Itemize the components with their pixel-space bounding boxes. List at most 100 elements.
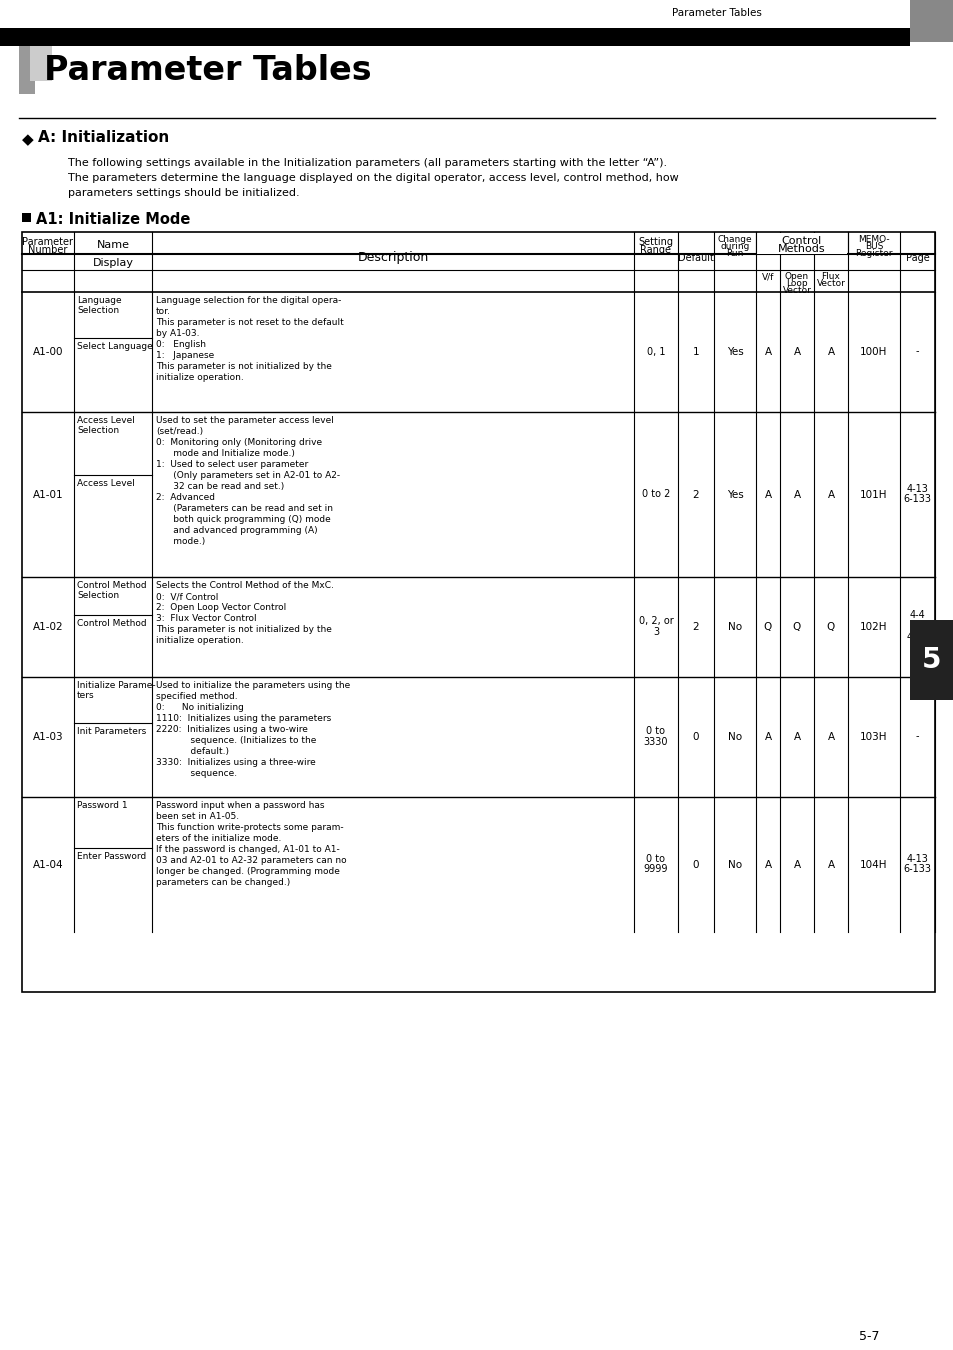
Text: and advanced programming (A): and advanced programming (A) bbox=[156, 526, 317, 535]
Text: eters of the initialize mode.: eters of the initialize mode. bbox=[156, 834, 281, 842]
Text: A: A bbox=[763, 732, 771, 742]
Text: 100H: 100H bbox=[860, 347, 886, 356]
Text: longer be changed. (Programming mode: longer be changed. (Programming mode bbox=[156, 867, 339, 876]
Text: A: A bbox=[793, 860, 800, 869]
Text: A: A bbox=[793, 347, 800, 356]
Text: 3:  Flux Vector Control: 3: Flux Vector Control bbox=[156, 614, 256, 622]
Text: Select Language: Select Language bbox=[77, 342, 152, 351]
Text: Control Method: Control Method bbox=[77, 580, 147, 590]
Text: A1-02: A1-02 bbox=[32, 622, 63, 632]
Text: ◆: ◆ bbox=[22, 132, 33, 147]
Text: Parameter Tables: Parameter Tables bbox=[44, 54, 372, 86]
Text: 4-13: 4-13 bbox=[905, 483, 927, 494]
Text: 5: 5 bbox=[922, 647, 941, 674]
Text: 0, 2, or: 0, 2, or bbox=[638, 616, 673, 626]
Text: Yes: Yes bbox=[726, 347, 742, 356]
Text: 6-133: 6-133 bbox=[902, 494, 930, 505]
Text: A1: Initialize Mode: A1: Initialize Mode bbox=[36, 212, 191, 227]
Text: Display: Display bbox=[92, 258, 133, 269]
Text: Parameter Tables: Parameter Tables bbox=[671, 8, 761, 18]
Text: Change: Change bbox=[717, 235, 752, 244]
Text: A: A bbox=[826, 732, 834, 742]
Text: 6-133: 6-133 bbox=[902, 864, 930, 875]
Text: 0 to 2: 0 to 2 bbox=[641, 489, 670, 500]
Text: A: Initialization: A: Initialization bbox=[38, 130, 169, 144]
Text: by A1-03.: by A1-03. bbox=[156, 329, 199, 338]
Text: 32 can be read and set.): 32 can be read and set.) bbox=[156, 482, 284, 491]
Text: parameters settings should be initialized.: parameters settings should be initialize… bbox=[68, 188, 299, 198]
Text: Enter Password: Enter Password bbox=[77, 852, 146, 861]
Text: Vector: Vector bbox=[781, 286, 811, 296]
Text: 0 to: 0 to bbox=[646, 726, 665, 736]
Text: Setting: Setting bbox=[638, 238, 673, 247]
Text: Q: Q bbox=[792, 622, 801, 632]
Text: Control Method: Control Method bbox=[77, 620, 147, 628]
Text: Selects the Control Method of the MxC.: Selects the Control Method of the MxC. bbox=[156, 580, 334, 590]
Text: during: during bbox=[720, 242, 749, 251]
Text: 0: 0 bbox=[692, 732, 699, 742]
Text: 9999: 9999 bbox=[643, 864, 667, 875]
Text: 101H: 101H bbox=[860, 490, 887, 500]
Text: Language selection for the digital opera-: Language selection for the digital opera… bbox=[156, 296, 341, 305]
Text: This parameter is not initialized by the: This parameter is not initialized by the bbox=[156, 625, 332, 634]
Text: Used to initialize the parameters using the: Used to initialize the parameters using … bbox=[156, 680, 350, 690]
Text: 3330:  Initializes using a three-wire: 3330: Initializes using a three-wire bbox=[156, 757, 315, 767]
Text: Password 1: Password 1 bbox=[77, 801, 128, 810]
Text: Description: Description bbox=[357, 251, 428, 265]
Text: Control: Control bbox=[781, 236, 821, 246]
Text: Loop: Loop bbox=[785, 279, 807, 288]
Text: 1:  Used to select user parameter: 1: Used to select user parameter bbox=[156, 460, 308, 468]
Text: initialize operation.: initialize operation. bbox=[156, 373, 244, 382]
Bar bbox=[30, 46, 52, 81]
Text: 2: 2 bbox=[692, 622, 699, 632]
Text: A: A bbox=[763, 490, 771, 500]
Text: both quick programming (Q) mode: both quick programming (Q) mode bbox=[156, 514, 331, 524]
Text: Number: Number bbox=[29, 244, 68, 255]
Bar bbox=[909, 0, 953, 42]
Text: Access Level: Access Level bbox=[77, 416, 134, 425]
Text: A1-00: A1-00 bbox=[32, 347, 63, 356]
Text: Register: Register bbox=[854, 248, 892, 258]
Text: 0 to: 0 to bbox=[646, 853, 665, 864]
Text: 3330: 3330 bbox=[643, 737, 667, 747]
Text: Selection: Selection bbox=[77, 427, 119, 435]
Text: 2220:  Initializes using a two-wire: 2220: Initializes using a two-wire bbox=[156, 725, 308, 734]
Text: Methods: Methods bbox=[778, 244, 825, 254]
Bar bbox=[756, 232, 846, 254]
Text: specified method.: specified method. bbox=[156, 693, 237, 701]
Text: Yes: Yes bbox=[726, 490, 742, 500]
Text: Parameter: Parameter bbox=[23, 238, 73, 247]
Text: The following settings available in the Initialization parameters (all parameter: The following settings available in the … bbox=[68, 158, 666, 167]
Bar bbox=[19, 46, 35, 95]
Text: Q: Q bbox=[826, 622, 834, 632]
Text: Selection: Selection bbox=[77, 591, 119, 599]
Text: 104H: 104H bbox=[860, 860, 887, 869]
Text: 4-13: 4-13 bbox=[905, 853, 927, 864]
Text: Access Level: Access Level bbox=[77, 479, 134, 487]
Text: 1:   Japanese: 1: Japanese bbox=[156, 351, 214, 360]
Text: MEMO-: MEMO- bbox=[858, 235, 889, 244]
Text: The parameters determine the language displayed on the digital operator, access : The parameters determine the language di… bbox=[68, 173, 678, 184]
Text: tor.: tor. bbox=[156, 306, 171, 316]
Text: 1110:  Initializes using the parameters: 1110: Initializes using the parameters bbox=[156, 714, 331, 724]
Text: default.): default.) bbox=[156, 747, 229, 756]
Text: parameters can be changed.): parameters can be changed.) bbox=[156, 878, 290, 887]
Text: A1-04: A1-04 bbox=[32, 860, 63, 869]
Text: 103H: 103H bbox=[860, 732, 887, 742]
Text: Q: Q bbox=[763, 622, 771, 632]
Text: Init Parameters: Init Parameters bbox=[77, 726, 146, 736]
Text: 2:  Advanced: 2: Advanced bbox=[156, 493, 214, 502]
Text: A: A bbox=[763, 347, 771, 356]
Text: A1-01: A1-01 bbox=[32, 490, 63, 500]
Text: -: - bbox=[915, 732, 919, 741]
Text: 4-6: 4-6 bbox=[908, 621, 924, 632]
Text: A: A bbox=[793, 490, 800, 500]
Text: This function write-protects some param-: This function write-protects some param- bbox=[156, 824, 343, 832]
Text: Run: Run bbox=[725, 248, 743, 258]
Text: Password input when a password has: Password input when a password has bbox=[156, 801, 324, 810]
Text: Open: Open bbox=[784, 271, 808, 281]
Text: Language: Language bbox=[77, 296, 121, 305]
Text: A: A bbox=[763, 860, 771, 869]
Bar bbox=[22, 232, 934, 992]
Text: A: A bbox=[826, 347, 834, 356]
